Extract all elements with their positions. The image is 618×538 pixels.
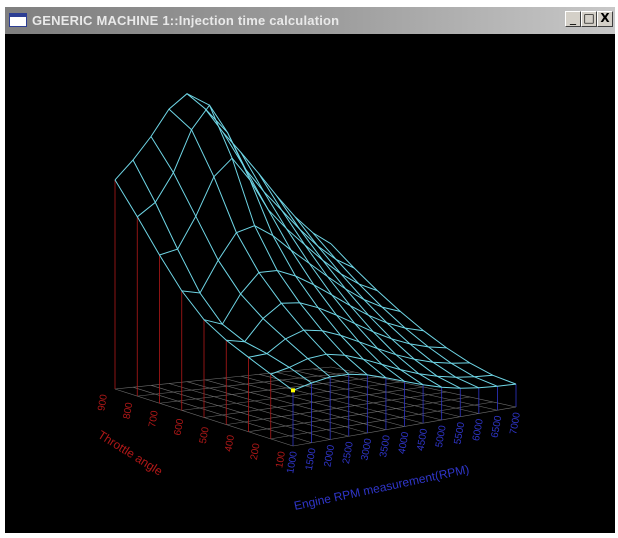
title-bar[interactable]: GENERIC MACHINE 1::Injection time calcul… [5,7,615,34]
surface-plot-canvas: 1000 1500 2000 2500 3000 3500 4000 4500 5000 5500… [5,34,615,533]
window-app-icon [9,13,27,27]
close-button[interactable]: X [597,11,613,27]
maximize-button[interactable]: □ [581,11,597,27]
application-window: GENERIC MACHINE 1::Injection time calcul… [5,7,615,533]
injection-time-3d-plot[interactable]: 1000 1500 2000 2500 3000 3500 4000 4500 5000 5500… [5,34,615,533]
window-title: GENERIC MACHINE 1::Injection time calcul… [32,13,339,28]
selected-cell-marker [291,388,295,392]
minimize-button[interactable]: _ [565,11,581,27]
